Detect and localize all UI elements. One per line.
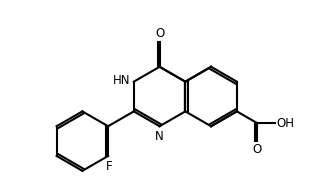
Text: HN: HN (113, 74, 130, 87)
Text: F: F (106, 160, 113, 172)
Text: O: O (155, 27, 164, 40)
Text: O: O (253, 142, 262, 156)
Text: OH: OH (277, 117, 295, 130)
Text: N: N (155, 130, 164, 143)
